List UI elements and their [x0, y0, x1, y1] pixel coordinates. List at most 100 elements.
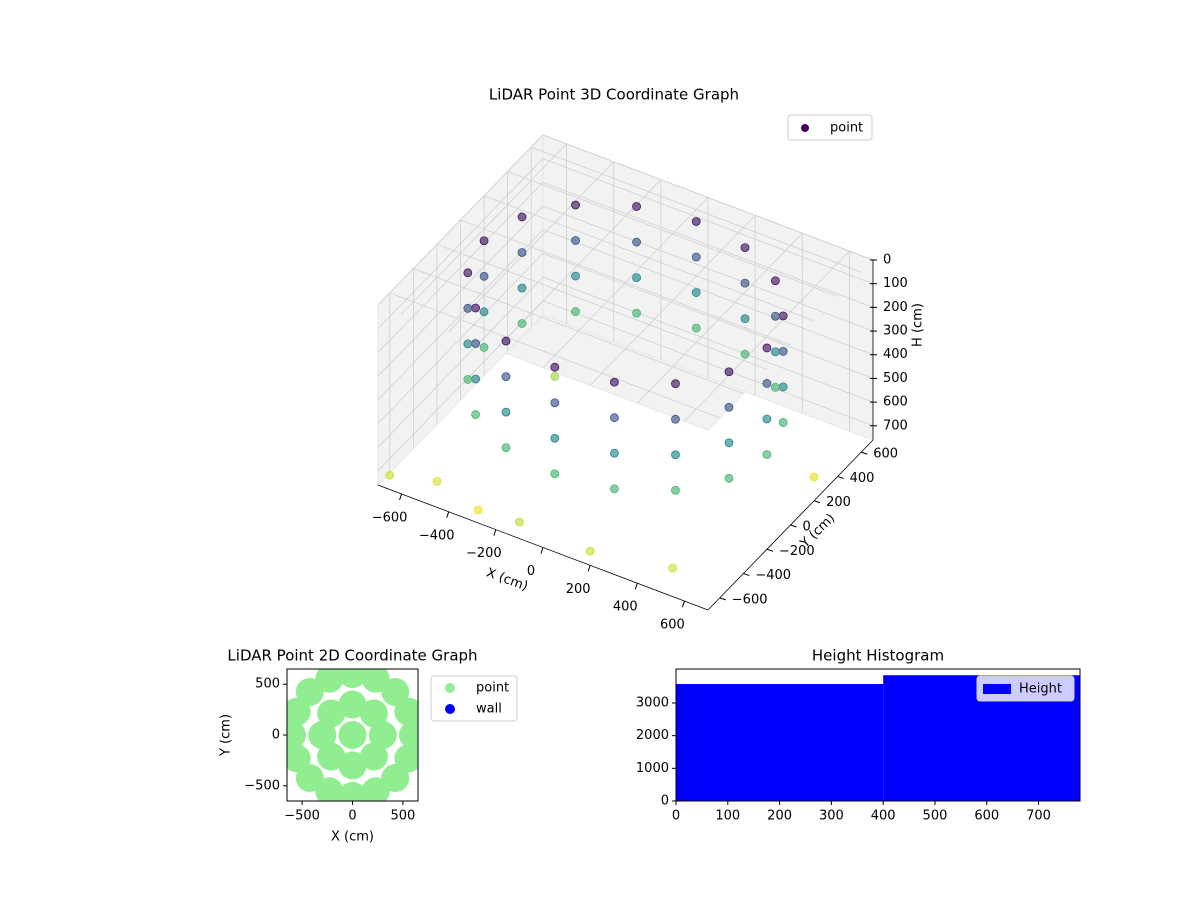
legend-marker: [983, 684, 1011, 694]
legend-label: point: [476, 681, 509, 696]
point: [778, 418, 788, 427]
point: [295, 677, 324, 706]
point: [368, 721, 397, 749]
legend-marker: [445, 683, 455, 693]
point: [691, 217, 701, 226]
point: [385, 470, 395, 480]
x-tick-label: −400: [419, 528, 455, 543]
point: [771, 347, 780, 357]
z-tick-label: 400: [883, 347, 908, 362]
point: [671, 450, 680, 460]
point: [571, 307, 580, 316]
point: [778, 311, 788, 321]
z-axis-label: H (cm): [911, 303, 926, 347]
point: [479, 236, 489, 246]
point: [317, 742, 346, 771]
x-axis-label: X (cm): [331, 830, 374, 845]
point: [359, 742, 388, 771]
legend-label: Height: [1019, 682, 1062, 697]
point: [740, 278, 750, 288]
x-tick: [446, 511, 450, 518]
y-tick-label: −600: [732, 592, 768, 607]
chart-title: Height Histogram: [812, 647, 944, 665]
point: [778, 347, 788, 356]
point: [501, 372, 511, 382]
x-tick: [540, 547, 544, 554]
y-tick: [790, 524, 797, 528]
point: [471, 303, 480, 313]
legend-box: [787, 114, 873, 141]
point: [287, 697, 311, 726]
y-tick-label: 0: [803, 520, 811, 535]
point: [463, 374, 473, 384]
point: [463, 268, 473, 278]
grid-line: [377, 181, 874, 353]
point: [771, 382, 780, 392]
point: [501, 443, 511, 453]
grid-line: [377, 229, 874, 400]
bar: [676, 684, 884, 801]
plot-area: [287, 669, 418, 801]
x-tick-label: 500: [390, 809, 415, 824]
x-axis-label: X (cm): [484, 566, 530, 595]
point: [550, 372, 560, 381]
point: [724, 402, 734, 412]
grid-line: [377, 158, 874, 329]
point: [571, 200, 580, 210]
point: [691, 288, 701, 297]
point: [740, 314, 750, 324]
point: [463, 303, 473, 313]
point: [463, 339, 473, 349]
axes-frame: [675, 668, 1081, 802]
y-tick-label: −500: [244, 778, 280, 793]
point: [610, 448, 619, 458]
point: [287, 721, 307, 749]
y-tick-label: 3000: [636, 695, 669, 710]
x-tick-label: −500: [284, 809, 320, 824]
grid-line: [377, 252, 874, 424]
y-tick: [719, 597, 726, 601]
point: [308, 721, 337, 749]
point: [771, 311, 780, 321]
x-tick-label: 0: [527, 564, 535, 579]
point: [691, 252, 701, 262]
z-tick-label: 500: [883, 371, 908, 386]
grid-line: [377, 276, 874, 448]
point: [671, 414, 680, 424]
x-tick-label: 200: [767, 809, 792, 824]
legend-box: [976, 675, 1075, 702]
point: [471, 339, 480, 348]
chart-title: LiDAR Point 2D Coordinate Graph: [227, 647, 477, 665]
point: [632, 308, 641, 318]
x-tick-label: 300: [819, 809, 844, 824]
legend-label: wall: [476, 702, 502, 717]
z-tick-label: 100: [883, 276, 908, 291]
x-tick-label: 0: [672, 809, 680, 824]
point: [317, 699, 346, 728]
point: [771, 276, 780, 286]
y-tick-label: 500: [255, 677, 280, 692]
x-axis: [377, 484, 709, 611]
point: [571, 271, 580, 281]
z-tick-label: 0: [883, 253, 891, 268]
y-tick: [837, 475, 844, 479]
y-tick: [743, 573, 750, 577]
y-axis: [707, 439, 874, 611]
legend-marker: [445, 704, 455, 714]
x-tick: [399, 493, 403, 501]
point: [778, 382, 788, 392]
point: [632, 237, 641, 247]
point: [338, 751, 367, 780]
point: [338, 721, 367, 749]
point: [610, 377, 619, 387]
point: [550, 362, 560, 372]
legend-label: point: [830, 121, 863, 136]
point: [571, 236, 580, 245]
point: [724, 367, 734, 377]
point: [471, 410, 480, 419]
point: [338, 781, 367, 801]
point: [479, 307, 489, 317]
point: [479, 342, 489, 352]
point: [381, 764, 410, 793]
point: [740, 349, 750, 359]
